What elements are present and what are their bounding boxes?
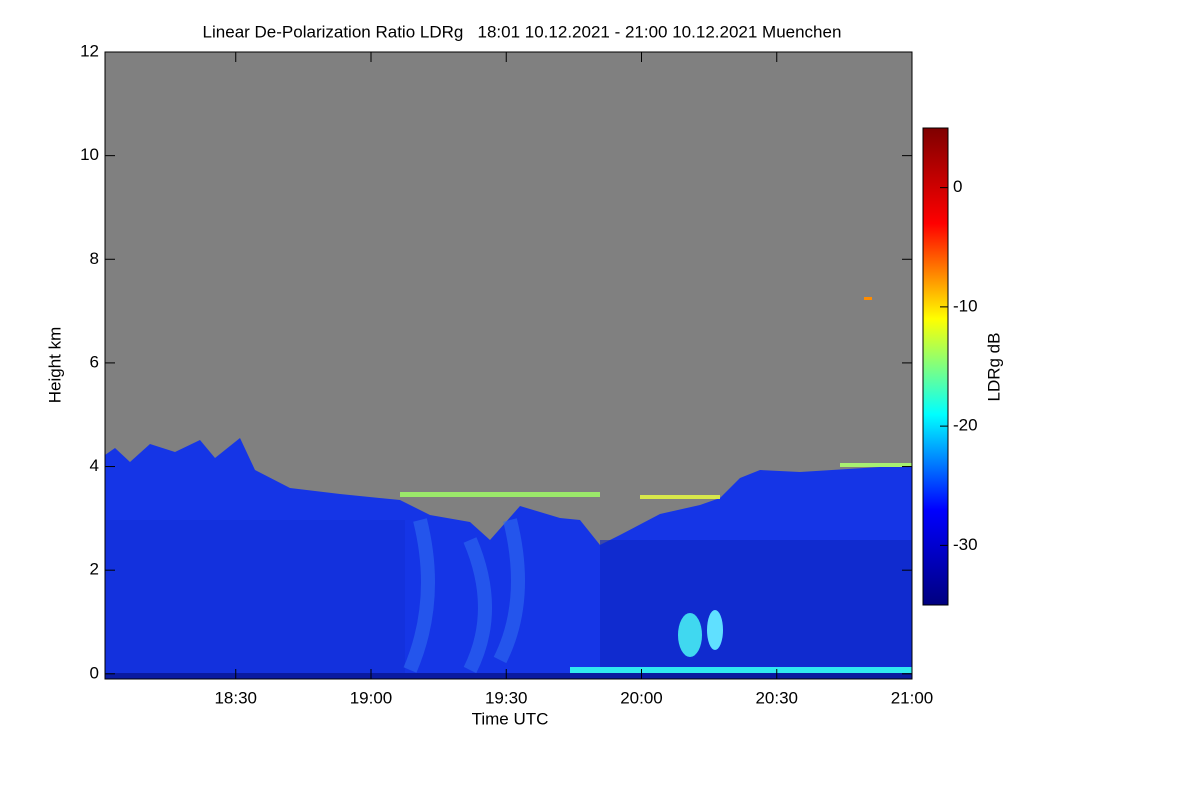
y-tick-label: 8: [90, 249, 99, 268]
colorbar-tick-label: -10: [953, 296, 978, 315]
echo-band: [640, 495, 720, 499]
echo-band: [400, 492, 600, 497]
colorbar-tick-label: 0: [953, 177, 962, 196]
x-tick-label: 20:00: [620, 688, 663, 707]
x-tick-label: 20:30: [755, 688, 798, 707]
heatmap: [105, 297, 912, 679]
colorbar-tick-label: -20: [953, 416, 978, 435]
echo-shade: [105, 520, 405, 675]
echo-band: [840, 463, 912, 467]
echo-patch: [678, 613, 702, 657]
y-tick-label: 0: [90, 663, 99, 682]
echo-patch: [707, 610, 723, 650]
x-tick-label: 21:00: [891, 688, 934, 707]
plot-frame: [104, 51, 913, 680]
y-axis-label: Height km: [45, 327, 64, 404]
colorbar-label: LDRg dB: [984, 333, 1003, 402]
colorbar-tick-label: -30: [953, 535, 978, 554]
y-tick-label: 4: [90, 456, 99, 475]
y-tick-label: 12: [80, 41, 99, 60]
colorbar: [922, 127, 949, 606]
echo-band: [105, 673, 912, 679]
x-axis-label: Time UTC: [472, 709, 549, 728]
chart-title: Linear De-Polarization Ratio LDRg 18:01 …: [203, 22, 842, 41]
x-tick-label: 19:00: [350, 688, 393, 707]
y-tick-label: 2: [90, 560, 99, 579]
x-tick-label: 19:30: [485, 688, 528, 707]
x-tick-label: 18:30: [214, 688, 257, 707]
echo-shade: [600, 540, 912, 675]
y-tick-label: 10: [80, 145, 99, 164]
echo-streak: [403, 518, 525, 674]
echo-band: [570, 667, 912, 673]
echo-patch: [864, 297, 872, 300]
y-tick-label: 6: [90, 352, 99, 371]
